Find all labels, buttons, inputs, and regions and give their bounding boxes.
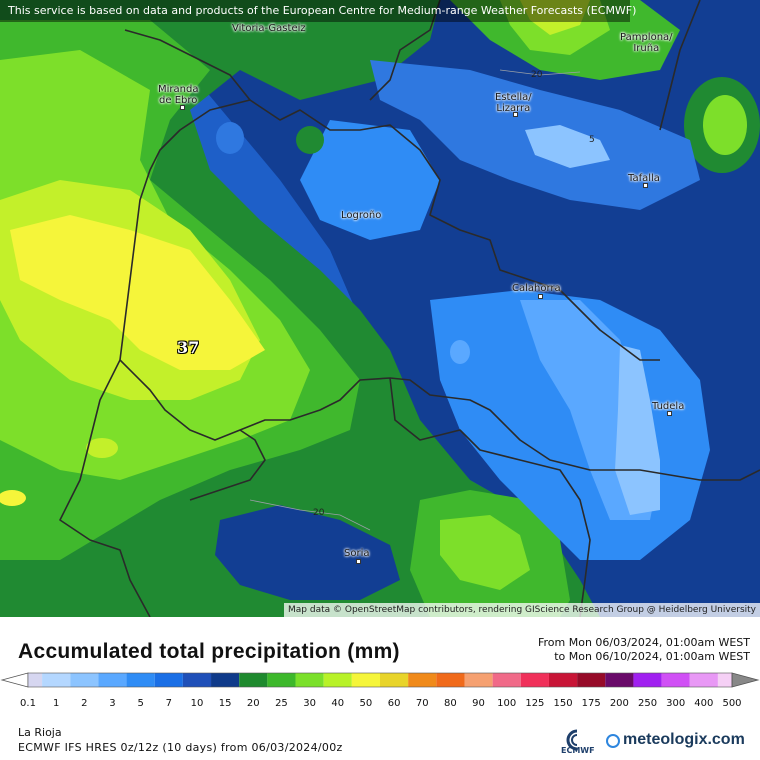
scale-tick-label: 5	[137, 698, 144, 709]
scale-swatch	[267, 673, 296, 687]
scale-tick-label: 2	[81, 698, 88, 709]
scale-tick-label: 90	[472, 698, 485, 709]
scale-swatch	[436, 673, 465, 687]
city-marker-tafalla	[643, 183, 648, 188]
scale-swatch	[492, 673, 521, 687]
scale-tick-label: 7	[165, 698, 172, 709]
city-label-calahorra: Calahorra	[512, 283, 561, 294]
scale-tick-label: 40	[331, 698, 345, 709]
ecmwf-notice: This service is based on data and produc…	[0, 0, 636, 22]
model-run-label: ECMWF IFS HRES 0z/12z (10 days) from 06/…	[18, 741, 343, 754]
scale-swatch	[211, 673, 240, 687]
max-value-label: 37	[177, 338, 200, 357]
scale-swatch	[464, 673, 493, 687]
scale-swatch	[182, 673, 212, 687]
city-label-tafalla: Tafalla	[628, 173, 660, 184]
city-label-logrono: Logroño	[341, 210, 382, 221]
scale-tick-label: 200	[609, 698, 629, 709]
period-from: From Mon 06/03/2024, 01:00am WEST	[537, 636, 750, 649]
scale-tick-label: 300	[666, 698, 686, 709]
city-label-miranda: Miranda de Ebro	[158, 84, 199, 106]
map-attribution: Map data © OpenStreetMap contributors, r…	[284, 603, 760, 617]
contour-label-20-bottom: 20	[313, 508, 325, 518]
scale-swatch	[717, 673, 732, 687]
city-label-soria: Soria	[344, 548, 370, 559]
period-to: to Mon 06/10/2024, 01:00am WEST	[554, 650, 750, 663]
scale-arrow-left	[0, 672, 29, 688]
scale-tick-label: 15	[218, 698, 232, 709]
scale-tick-label: 175	[581, 698, 601, 709]
scale-swatch	[42, 673, 71, 687]
scale-swatch	[154, 673, 183, 687]
city-marker-calahorra	[538, 294, 543, 299]
scale-swatch	[70, 673, 99, 687]
scale-tick-label: 250	[637, 698, 658, 709]
scale-swatch	[661, 673, 690, 687]
color-scale	[0, 672, 760, 688]
meteologix-logo-icon	[606, 734, 620, 748]
scale-swatch	[98, 673, 127, 687]
scale-swatch	[633, 673, 662, 687]
scale-tick-label: 20	[246, 698, 260, 709]
ecmwf-logo-icon	[566, 729, 578, 751]
region-label: La Rioja	[18, 726, 62, 739]
city-marker-estella	[513, 112, 518, 117]
scale-tick-label: 60	[387, 698, 401, 709]
scale-tick-label: 125	[525, 698, 545, 709]
scale-border	[27, 672, 733, 688]
ecmwf-logo-text: ECMWF	[561, 746, 595, 755]
scale-tick-label: 80	[444, 698, 457, 709]
forecast-period: From Mon 06/03/2024, 01:00am WEST to Mon…	[538, 636, 750, 664]
scale-tick-label: 150	[553, 698, 573, 709]
city-label-tudela: Tudela	[652, 401, 685, 412]
scale-tick-label: 10	[190, 698, 204, 709]
legend-panel	[0, 617, 760, 760]
scale-swatch	[689, 673, 718, 687]
scale-tick-label: 500	[722, 698, 742, 709]
scale-swatch	[28, 673, 43, 687]
scale-swatch	[548, 673, 578, 687]
scale-tick-label: 70	[415, 698, 429, 709]
scale-swatch	[520, 673, 549, 687]
contour-label-5: 5	[589, 135, 595, 145]
scale-tick-label: 30	[303, 698, 316, 709]
city-marker-tudela	[667, 411, 672, 416]
city-marker-miranda	[180, 105, 185, 110]
scale-swatch	[295, 673, 324, 687]
scale-tick-label: 3	[109, 698, 116, 709]
contour-label-20-top: 20	[531, 70, 543, 80]
scale-swatch	[408, 673, 437, 687]
scale-swatch	[380, 673, 409, 687]
city-label-pamplona: Pamplona/ Iruña	[620, 32, 673, 54]
scale-swatch	[239, 673, 268, 687]
city-label-estella: Estella/ Lizarra	[495, 92, 532, 114]
scale-swatch	[577, 673, 606, 687]
scale-tick-label: 1	[52, 698, 60, 709]
scale-swatch	[605, 673, 634, 687]
scale-tick-label: 0.1	[20, 698, 36, 709]
scale-swatch	[351, 673, 380, 687]
scale-tick-label: 50	[359, 698, 373, 709]
scale-tick-label: 400	[694, 698, 714, 709]
meteologix-logo-text[interactable]: meteologix.com	[623, 731, 745, 748]
precipitation-field	[0, 0, 760, 617]
scale-swatch	[126, 673, 155, 687]
scale-swatch	[323, 673, 352, 687]
legend-title: Accumulated total precipitation (mm)	[18, 640, 400, 663]
city-label-vitoria: Vitoria-Gasteiz	[232, 23, 306, 34]
scale-tick-label: 25	[275, 698, 288, 709]
scale-tick-label: 100	[497, 698, 517, 709]
city-marker-soria	[356, 559, 361, 564]
precipitation-map[interactable]: This service is based on data and produc…	[0, 0, 760, 617]
scale-arrow-right	[731, 672, 760, 688]
